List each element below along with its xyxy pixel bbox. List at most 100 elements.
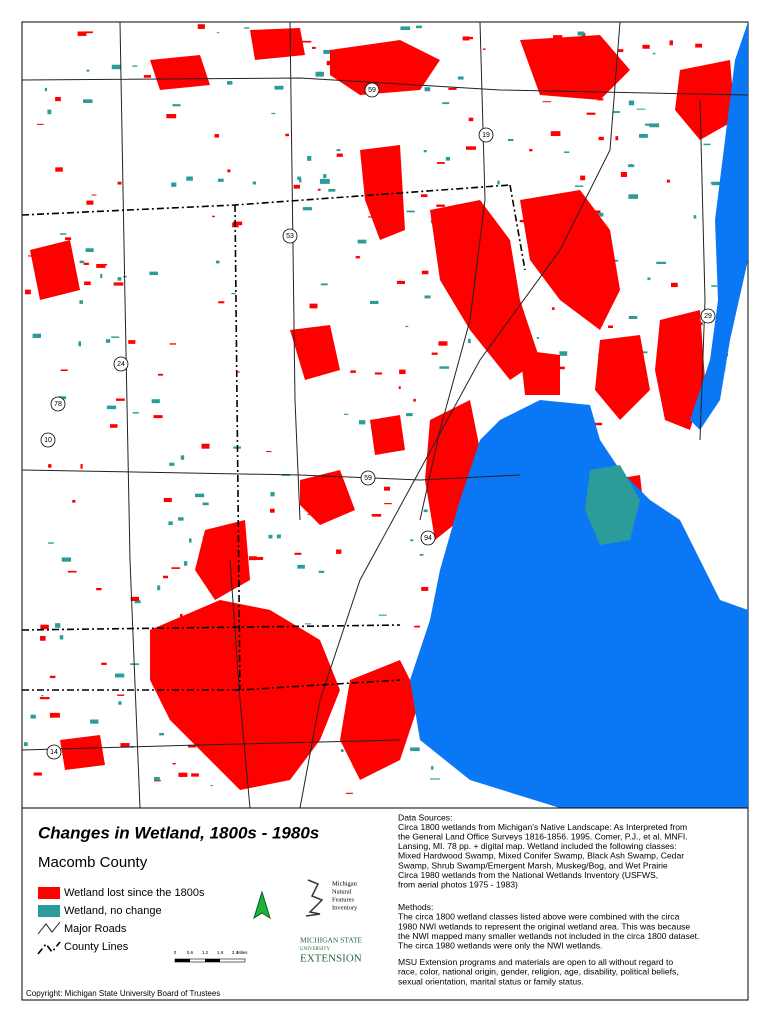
msu-logo-text: EXTENSION	[300, 953, 362, 965]
wetland-speck	[442, 102, 450, 105]
wetland-speck	[130, 596, 139, 602]
wetland-speck	[157, 373, 164, 376]
wetland-speck	[67, 570, 77, 573]
route-shield	[364, 82, 380, 98]
wetland-speck	[197, 24, 205, 29]
wetland-speck	[255, 556, 264, 560]
route-shield	[50, 396, 66, 412]
wetland-speck	[39, 697, 50, 700]
wetland-speck	[72, 499, 76, 503]
wetland-speck	[423, 149, 427, 153]
wetland-speck	[153, 777, 160, 781]
wetland-speck	[114, 673, 125, 678]
wetland-speck	[36, 123, 44, 125]
wetland-speck	[149, 271, 159, 276]
route-label: 53	[286, 233, 294, 240]
wetland-speck	[65, 237, 72, 241]
note-line: The circa 1800 wetland classes listed ab…	[398, 912, 680, 922]
wetland-speck	[293, 184, 300, 189]
wetland-speck	[421, 270, 429, 275]
note-line: the NWI mapped many smaller wetlands not…	[398, 931, 699, 941]
wetland-speck	[194, 493, 205, 498]
wetland-speck	[270, 508, 275, 513]
note-line: sexual orientation, marital status or fa…	[398, 976, 584, 986]
route-label: 10	[44, 437, 52, 444]
wetland-speck	[215, 260, 220, 264]
wetland-speck	[350, 370, 356, 373]
wetland-speck	[307, 514, 312, 516]
wetland-speck	[644, 123, 654, 126]
note-line: Swamp, Shrub Swamp/Emergent Marsh, Muske…	[398, 860, 668, 870]
wetland-speck	[357, 239, 367, 244]
wetland-speck	[378, 614, 387, 616]
wetland-speck	[482, 48, 486, 50]
wetland-speck	[398, 386, 401, 389]
wetland-speck	[436, 204, 445, 207]
copyright: Copyright: Michigan State University Boa…	[26, 989, 220, 998]
wetland-speck	[628, 194, 639, 199]
wetland-speck	[105, 263, 108, 266]
wetland-speck	[439, 366, 450, 369]
wetland-speck	[468, 36, 473, 40]
wetland-speck	[297, 564, 305, 569]
wetland-speck	[406, 210, 415, 213]
info-panel	[21, 807, 749, 1001]
wetland-speck	[118, 701, 122, 705]
wetland-speck	[400, 26, 411, 31]
route-shield	[700, 308, 716, 324]
wetland-speck	[415, 25, 422, 29]
note-line: Circa 1800 wetlands from Michigan's Nati…	[398, 822, 687, 832]
msu-logo-text: MICHIGAN STATE	[300, 936, 363, 945]
note-line: race, color, national origin, gender, re…	[398, 967, 679, 977]
wetland-speck	[711, 181, 721, 186]
wetland-speck	[132, 65, 138, 67]
wetland-speck	[529, 148, 533, 152]
wetland-speck	[128, 340, 136, 344]
wetland-speck	[55, 96, 61, 102]
route-label: 19	[482, 132, 490, 139]
wetland-speck	[424, 87, 431, 92]
wetland-speck	[85, 248, 94, 252]
wetland-speck	[383, 486, 391, 491]
wetland-speck	[302, 40, 312, 43]
scale-tick-label: 0.6	[187, 950, 194, 955]
wetland-speck	[111, 336, 120, 338]
wetland-speck	[628, 100, 635, 106]
wetland-speck	[151, 399, 160, 404]
wetland-speck	[699, 322, 703, 326]
roads	[21, 21, 749, 809]
wetland-speck	[217, 178, 224, 182]
wetland-speck	[79, 300, 84, 304]
wetland-speck	[580, 175, 586, 181]
wetland-speck	[564, 151, 570, 154]
wetland-speck	[78, 341, 82, 347]
wetland-speck	[323, 174, 327, 179]
wetland-speck	[336, 153, 343, 157]
wetland-speck	[166, 114, 177, 119]
wetland-speck	[437, 162, 445, 164]
wetland-speck	[577, 31, 585, 36]
wetland-speck	[309, 303, 318, 309]
wetland-speck	[202, 502, 209, 506]
wetland-speck	[168, 521, 173, 526]
note-line: the General Land Office Surveys 1816-185…	[398, 831, 688, 841]
wetland-speck	[384, 503, 392, 505]
scale-tick-label: 1.8	[217, 950, 224, 955]
wetland-speck	[187, 744, 197, 748]
note-line: Methods:	[398, 902, 433, 912]
wetland-speck	[101, 662, 107, 665]
wetland-speck	[59, 233, 67, 235]
route-labels: 59 19 53 29 24 78 10 59 94 14	[40, 82, 716, 760]
map: 59 19 53 29 24 78 10 59 94 14	[21, 21, 749, 809]
wetland-speck	[299, 178, 302, 183]
wetland-speck	[421, 586, 429, 591]
wetland-speck	[49, 675, 56, 679]
wetland-speck	[189, 538, 192, 543]
note-line: Data Sources:	[398, 812, 452, 822]
wetland-speck	[134, 600, 141, 604]
north-arrow	[253, 890, 271, 920]
wetland-speck	[201, 443, 210, 449]
wetland-speck	[83, 31, 93, 34]
